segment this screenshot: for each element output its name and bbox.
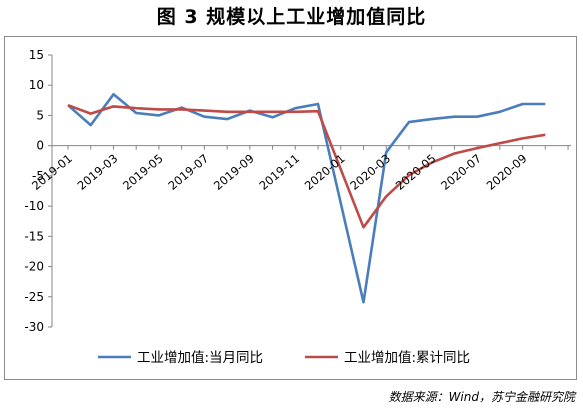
y-tick-label: 15 <box>29 48 44 62</box>
y-tick-label: -30 <box>24 320 44 334</box>
x-tick-label: 2019-05 <box>120 151 166 193</box>
y-tick-label: -10 <box>24 199 44 213</box>
x-tick-label: 2019-07 <box>165 151 211 193</box>
x-tick-label: 2019-11 <box>256 151 302 193</box>
x-tick-label: 2019-03 <box>75 151 121 193</box>
y-tick-label: -5 <box>32 169 44 183</box>
y-tick-label: -15 <box>24 229 44 243</box>
data-source-note: 数据来源：Wind，苏宁金融研究院 <box>388 390 575 404</box>
x-tick-label: 2020-09 <box>484 151 530 193</box>
y-tick-label: -20 <box>24 260 44 274</box>
y-tick-label: 10 <box>29 78 44 92</box>
y-tick-label: 0 <box>36 139 44 153</box>
x-tick-label: 2020-03 <box>347 151 393 193</box>
chart-title: 图 3 规模以上工业增加值同比 <box>156 6 427 28</box>
y-tick-label: -25 <box>24 290 44 304</box>
x-tick-label: 2019-09 <box>211 151 257 193</box>
legend-label: 工业增加值:当月同比 <box>137 350 263 366</box>
x-tick-label: 2020-05 <box>393 151 439 193</box>
series-line <box>67 93 546 304</box>
legend-label: 工业增加值:累计同比 <box>344 350 470 366</box>
chart-frame <box>4 36 577 380</box>
y-tick-label: 5 <box>36 108 44 122</box>
